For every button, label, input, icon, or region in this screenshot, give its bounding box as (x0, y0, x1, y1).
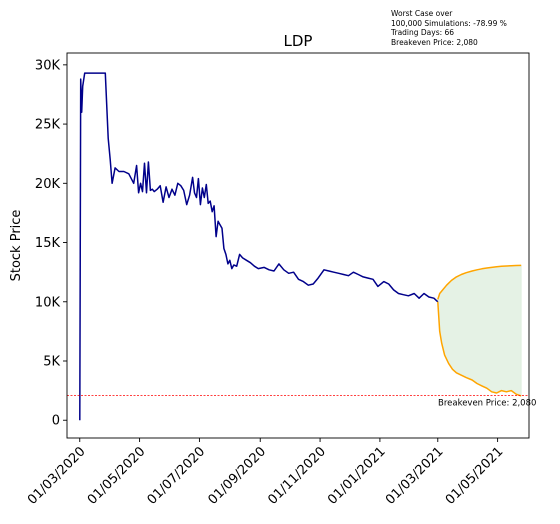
y-axis-label: Stock Price (9, 210, 24, 282)
simulation-annotation: Worst Case over 100,000 Simulations: -78… (391, 9, 507, 47)
chart-title: LDP (284, 32, 313, 50)
simulation-range-fill (437, 265, 522, 397)
x-tick-label: 01/07/2020 (145, 444, 209, 508)
y-tick-label: 20K (35, 177, 61, 192)
annotation-line-1: Worst Case over (391, 9, 453, 18)
annotation-line-4: Breakeven Price: 2,080 (391, 37, 478, 47)
plot-frame (66, 52, 530, 439)
y-tick-label: 25K (35, 118, 61, 133)
breakeven-label: Breakeven Price: 2,080 (438, 399, 536, 409)
x-tick-label: 01/03/2021 (383, 444, 447, 508)
x-tick-label: 01/05/2021 (443, 444, 507, 508)
y-tick-label: 15K (35, 236, 61, 251)
y-tick-label: 30K (35, 58, 61, 73)
annotation-line-2: 100,000 Simulations: -78.99 % (391, 18, 507, 28)
y-tick-label: 5K (43, 355, 60, 370)
x-tick-label: 01/09/2020 (205, 444, 269, 508)
simulated-upper-line (437, 264, 522, 300)
y-tick-label: 0 (52, 414, 60, 429)
x-tick-label: 01/01/2021 (325, 444, 389, 508)
historical-price-line (79, 72, 439, 421)
x-tick-label: 01/03/2020 (25, 444, 89, 508)
x-tick-label: 01/11/2020 (265, 444, 329, 508)
annotation-line-3: Trading Days: 66 (391, 28, 455, 38)
y-tick-label: 10K (35, 295, 61, 310)
simulated-lower-line (437, 301, 522, 397)
x-tick-label: 01/05/2020 (85, 444, 149, 508)
